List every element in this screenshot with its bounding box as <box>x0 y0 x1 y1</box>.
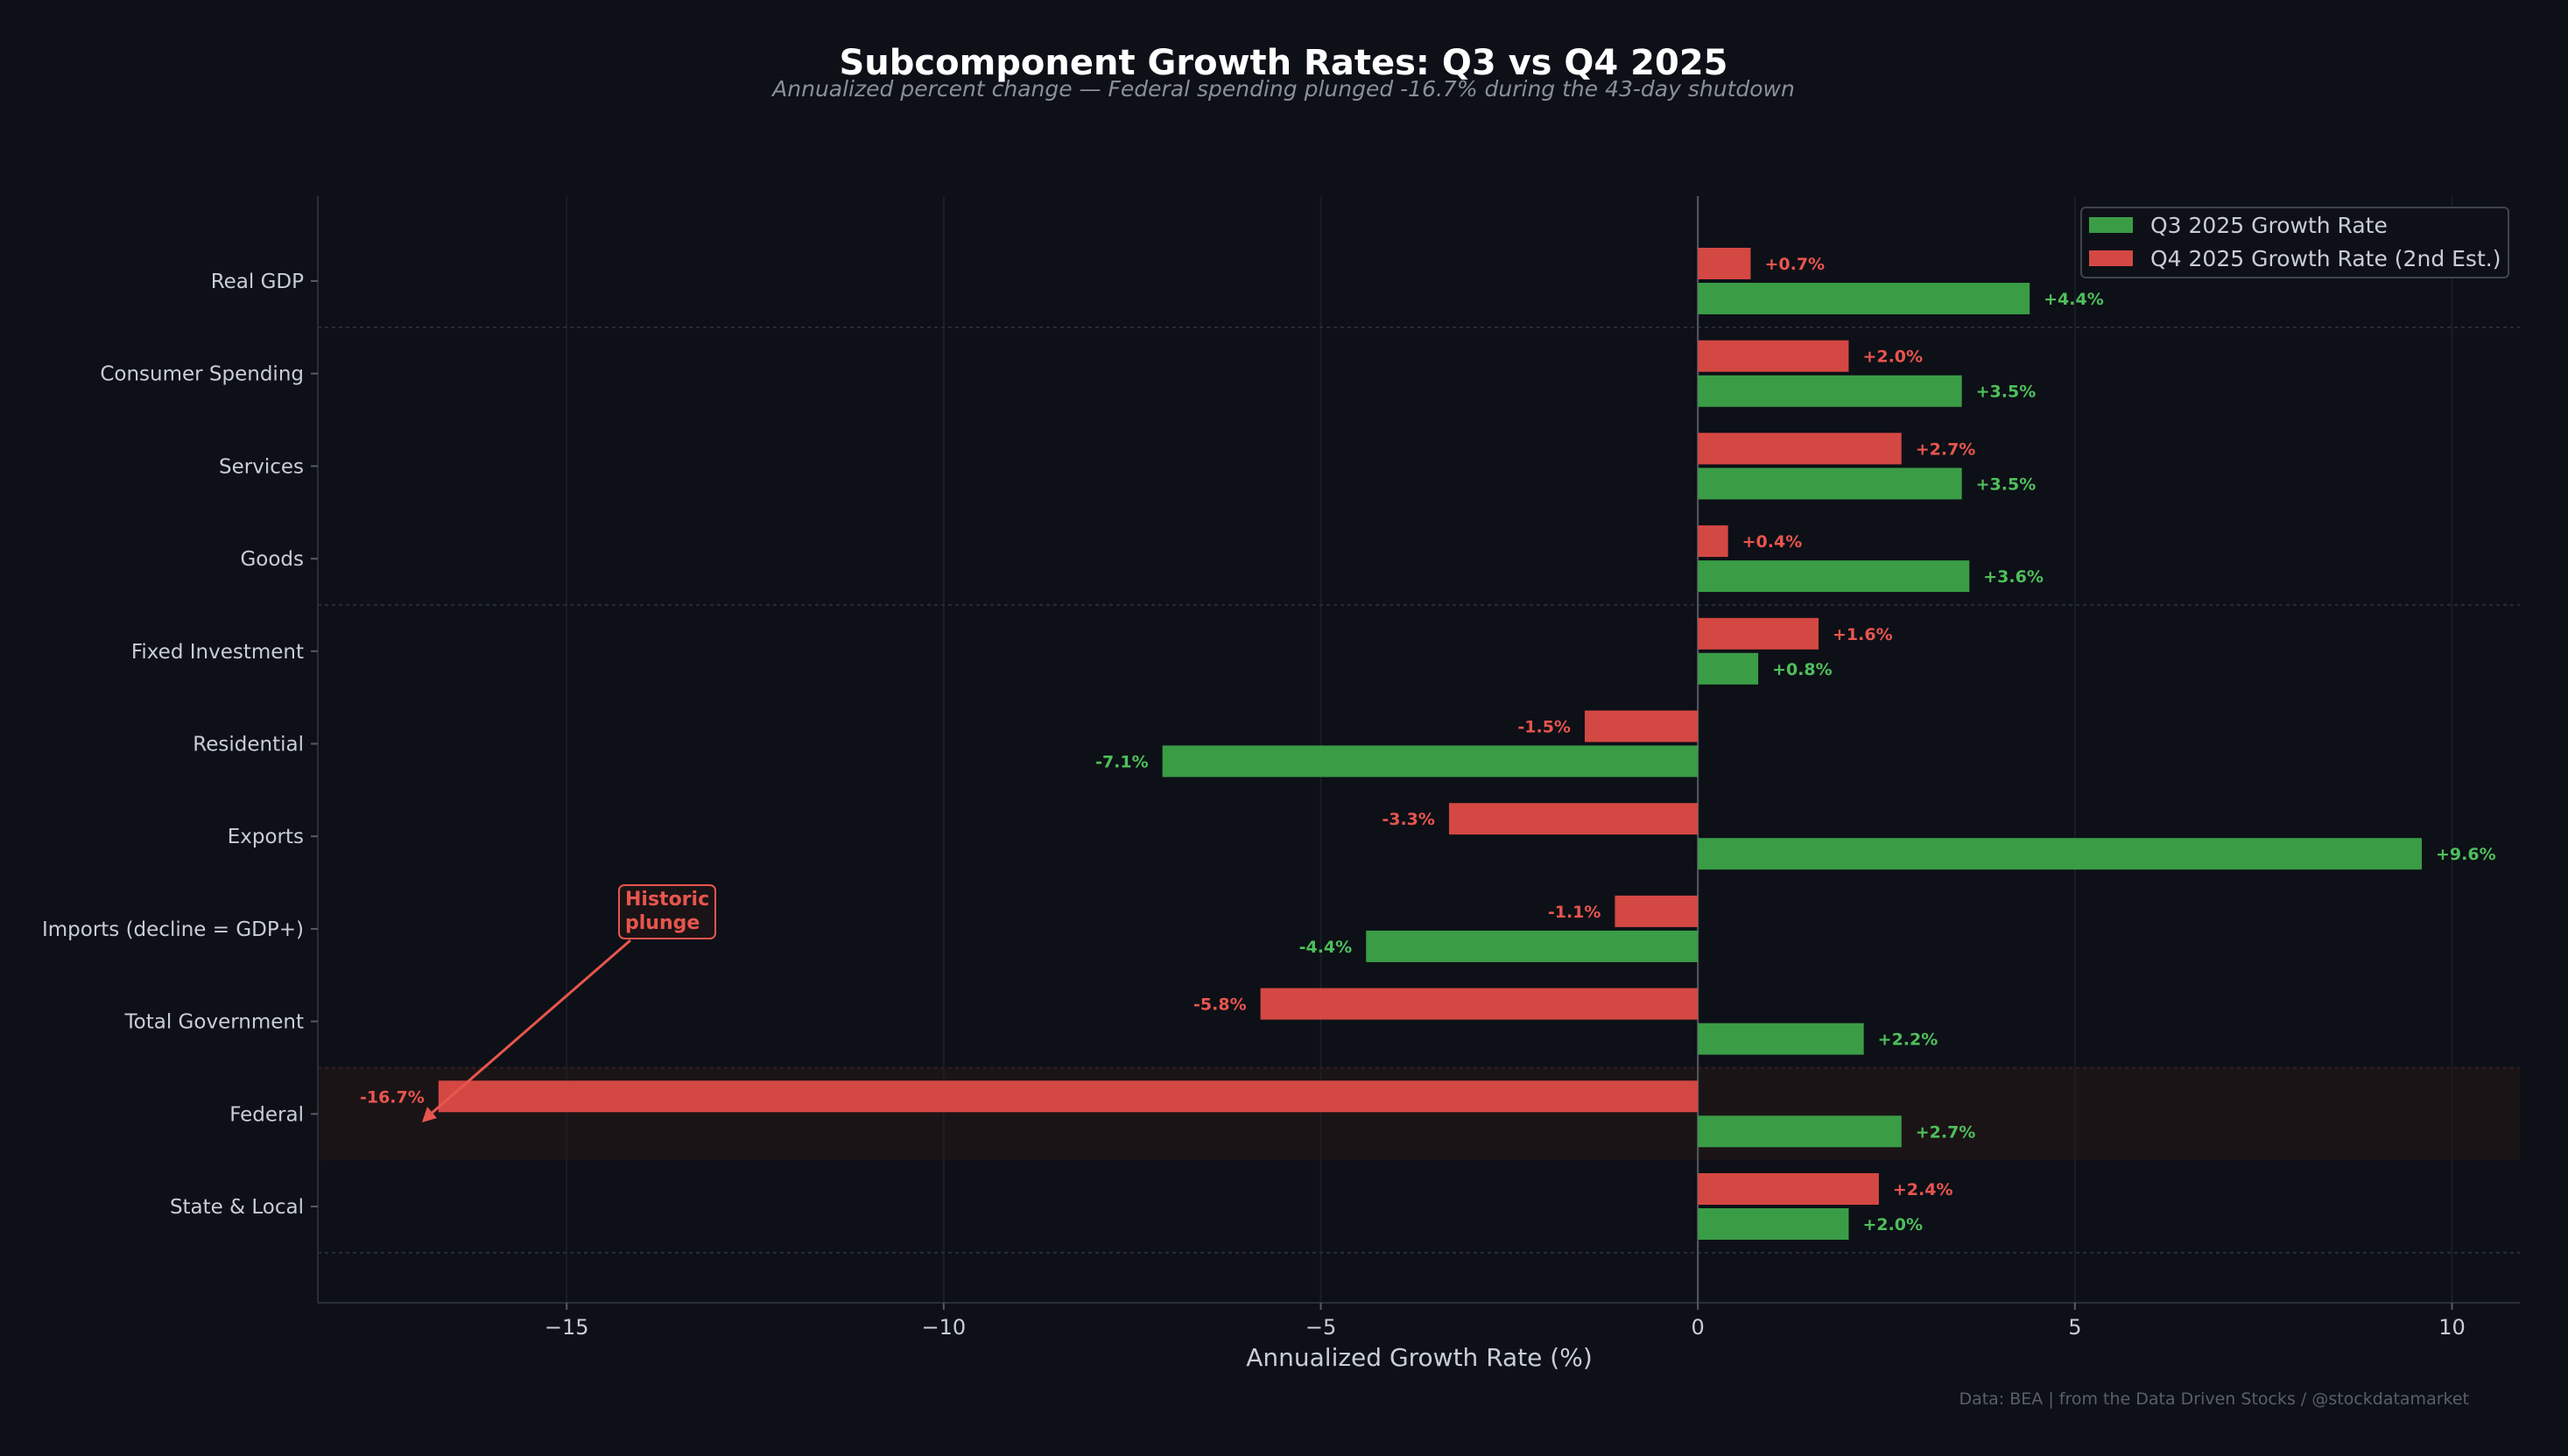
gridline-layer <box>566 196 2453 1303</box>
data-label-q4-state-local: +2.4% <box>1893 1180 1953 1199</box>
y-tick-label-federal: Federal <box>229 1103 304 1126</box>
data-label-q3-goods: +3.6% <box>1983 567 2044 587</box>
bar-q3-consumer-spending <box>1698 375 1962 407</box>
legend-label-q4: Q4 2025 Growth Rate (2nd Est.) <box>2150 246 2501 271</box>
y-tick-label-goods: Goods <box>240 548 304 571</box>
y-tick-label-consumer-spending: Consumer Spending <box>100 363 304 386</box>
bar-q4-state-local <box>1698 1173 1879 1205</box>
x-axis-title: Annualized Growth Rate (%) <box>1246 1343 1593 1372</box>
bar-q4-imports-decline-gdp <box>1615 895 1699 927</box>
legend-swatch-q4 <box>2089 250 2133 266</box>
x-tick-label-3: 0 <box>1692 1315 1705 1340</box>
annotation-historic-plunge: Historic plunge <box>422 884 716 1122</box>
bar-q4-real-gdp <box>1698 248 1751 279</box>
data-label-q3-real-gdp: +4.4% <box>2044 290 2104 309</box>
y-tick-layer: Real GDP Consumer Spending Services Goods Fi… <box>42 271 318 1219</box>
data-label-q4-fixed-investment: +1.6% <box>1833 625 1893 644</box>
bar-layer <box>438 248 2423 1240</box>
bar-q3-real-gdp <box>1698 283 2030 314</box>
data-label-q4-federal: -16.7% <box>360 1087 425 1107</box>
x-tick-label-4: 5 <box>2068 1315 2081 1340</box>
bar-q3-total-government <box>1698 1023 1864 1055</box>
data-label-q4-exports: -3.3% <box>1382 810 1435 829</box>
bar-q4-fixed-investment <box>1698 617 1819 650</box>
legend-label-q3: Q3 2025 Growth Rate <box>2150 213 2388 238</box>
bar-q4-services <box>1698 433 1902 465</box>
bar-q4-total-government <box>1260 988 1699 1020</box>
data-label-q3-exports: +9.6% <box>2436 845 2496 864</box>
bar-q4-goods <box>1698 525 1728 558</box>
legend-swatch-q3 <box>2089 217 2133 233</box>
data-label-q3-fixed-investment: +0.8% <box>1772 660 1833 679</box>
bar-q3-exports <box>1698 838 2423 870</box>
data-label-q3-consumer-spending: +3.5% <box>1976 383 2037 402</box>
legend: Q3 2025 Growth Rate Q4 2025 Growth Rate … <box>2080 207 2509 278</box>
data-label-q4-real-gdp: +0.7% <box>1764 255 1825 274</box>
data-label-q4-goods: +0.4% <box>1742 532 1803 552</box>
annotation-text-line-2: plunge <box>625 912 700 934</box>
legend-frame <box>2080 207 2509 278</box>
y-tick-label-state-local: State & Local <box>170 1196 304 1219</box>
bar-q3-goods <box>1698 560 1970 593</box>
source-note: Data: BEA | from the Data Driven Stocks … <box>1959 1389 2469 1409</box>
bar-q3-federal <box>1698 1115 1902 1148</box>
data-label-q3-federal: +2.7% <box>1916 1122 1976 1142</box>
bar-q3-residential <box>1162 745 1699 777</box>
y-tick-label-services: Services <box>219 455 304 478</box>
bar-q4-residential <box>1584 710 1699 742</box>
y-tick-label-imports-decline-gdp: Imports (decline = GDP+) <box>42 918 304 941</box>
bar-q4-consumer-spending <box>1698 340 1849 372</box>
annotation-box <box>618 884 716 939</box>
y-tick-label-residential: Residential <box>193 734 304 756</box>
data-label-q3-imports-decline-gdp: -4.4% <box>1299 938 1353 957</box>
bar-q3-imports-decline-gdp <box>1366 930 1699 962</box>
data-label-q3-state-local: +2.0% <box>1862 1215 1923 1234</box>
bar-q3-state-local <box>1698 1208 1849 1240</box>
data-label-q4-residential: -1.5% <box>1517 718 1571 737</box>
data-label-layer: +0.7%+4.4%+2.0%+3.5%+2.7%+3.5%+0.4%+3.6%… <box>360 255 2496 1234</box>
bar-q3-services <box>1698 468 1962 500</box>
chart-title: Subcomponent Growth Rates: Q3 vs Q4 2025 <box>840 43 1728 83</box>
annotation-arrow-line <box>428 939 631 1117</box>
data-label-q4-imports-decline-gdp: -1.1% <box>1548 903 1601 922</box>
data-label-q4-total-government: -5.8% <box>1193 995 1247 1015</box>
y-tick-label-total-government: Total Government <box>124 1011 304 1034</box>
x-tick-label-1: −10 <box>922 1315 967 1340</box>
data-label-q3-services: +3.5% <box>1976 475 2037 494</box>
data-label-q3-total-government: +2.2% <box>1878 1030 1938 1050</box>
x-tick-label-2: −5 <box>1305 1315 1336 1340</box>
chart-subtitle: Annualized percent change — Federal spen… <box>770 76 1795 102</box>
data-label-q3-residential: -7.1% <box>1095 753 1149 772</box>
y-tick-label-fixed-investment: Fixed Investment <box>131 641 304 664</box>
group-separator-layer <box>318 327 2520 1254</box>
x-tick-label-0: −15 <box>545 1315 589 1340</box>
data-label-q4-services: +2.7% <box>1916 440 1976 459</box>
x-tick-label-5: 10 <box>2438 1315 2466 1340</box>
annotation-text-line-1: Historic <box>625 889 709 911</box>
bar-q4-federal <box>438 1080 1699 1113</box>
annotation-arrow-head <box>422 1107 437 1122</box>
y-tick-label-real-gdp: Real GDP <box>211 271 304 293</box>
data-label-q4-consumer-spending: +2.0% <box>1862 348 1923 367</box>
x-tick-layer: −15 −10 −5 0 5 10 <box>545 1303 2466 1340</box>
bar-q3-fixed-investment <box>1698 652 1759 685</box>
y-tick-label-exports: Exports <box>228 826 304 848</box>
bar-q4-exports <box>1448 803 1699 835</box>
